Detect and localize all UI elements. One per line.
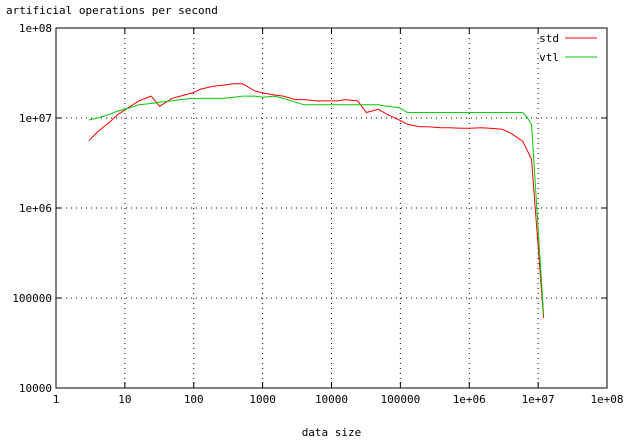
x-tick-label: 1 [53,393,60,406]
legend-label-vtl: vtl [539,51,559,64]
series-line-std [88,83,545,319]
series-line-vtl [88,95,545,315]
y-tick-label: 10000 [19,382,52,395]
legend: std vtl [539,32,597,64]
y-tick-label: 1e+07 [19,112,52,125]
y-tick-label: 1e+06 [19,202,52,215]
x-tick-label: 100 [184,393,204,406]
x-tick-label: 1e+08 [590,393,623,406]
x-tick-label: 10000 [315,393,348,406]
x-tick-label: 10 [118,393,131,406]
grid-lines [56,28,607,388]
plot-frame [55,27,608,389]
series-layer [88,83,545,319]
x-tick-label: 1e+06 [453,393,486,406]
legend-label-std: std [539,32,559,45]
x-axis-label: data size [302,426,362,439]
y-tick-label: 1e+08 [19,22,52,35]
y-tick-label: 100000 [12,292,52,305]
x-tick-label: 100000 [381,393,421,406]
x-tick-label: 1000 [249,393,276,406]
chart-title: artificial operations per second [6,4,218,17]
axis-ticks: 1 10 100 1000 10000 100000 1e+06 1e+07 1e+08 1000… [12,22,623,406]
x-tick-label: 1e+07 [522,393,555,406]
